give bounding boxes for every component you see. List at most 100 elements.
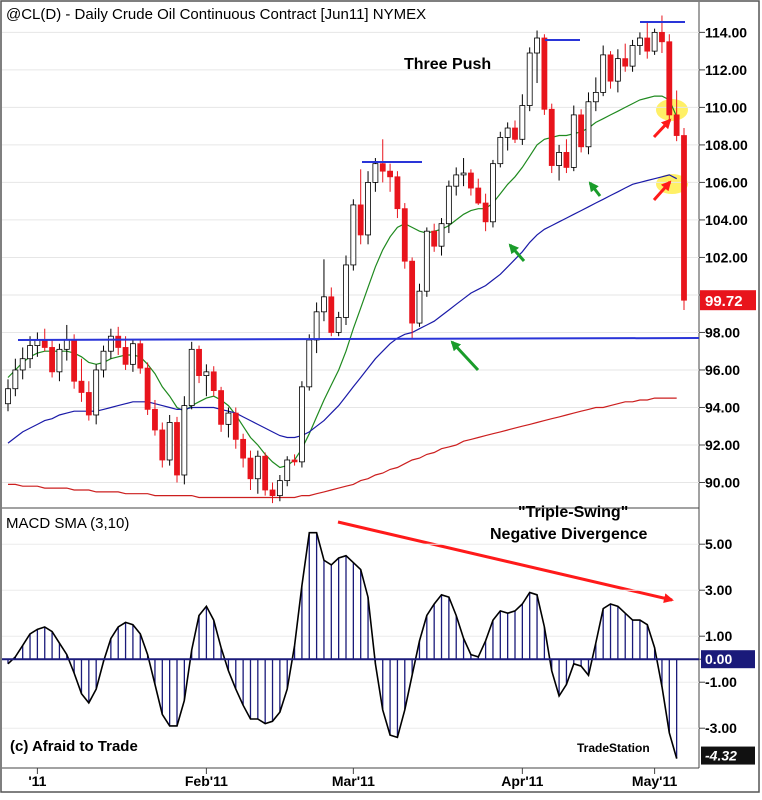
- candle-body: [401, 208, 408, 262]
- candle-body: [321, 296, 327, 313]
- candle: [585, 92, 592, 155]
- candle: [159, 422, 166, 468]
- candle: [85, 381, 92, 421]
- candle-body: [122, 347, 129, 365]
- candle-body: [468, 172, 474, 189]
- candle: [673, 90, 680, 142]
- candle: [350, 199, 357, 271]
- candle-body: [174, 422, 180, 476]
- candle: [372, 158, 379, 192]
- candle-body: [445, 185, 452, 225]
- candle-body: [651, 31, 658, 52]
- macd-tick-label: 3.00: [705, 582, 732, 598]
- candle: [203, 364, 210, 397]
- candle: [541, 34, 548, 115]
- support-line: [17, 337, 700, 341]
- time-tick-label: May'11: [632, 773, 678, 789]
- candle-body: [269, 489, 276, 497]
- candle: [56, 343, 63, 382]
- macd-tick-label: -1.00: [705, 674, 737, 690]
- candle: [276, 474, 283, 502]
- candle-body: [614, 58, 621, 82]
- candle-body: [196, 348, 202, 376]
- candle-body: [335, 317, 342, 333]
- price-tick-label: 98.00: [705, 324, 740, 340]
- candle-body: [394, 176, 401, 210]
- candle: [644, 23, 651, 59]
- candle-body: [578, 114, 585, 148]
- candle: [453, 167, 460, 196]
- candle: [328, 287, 335, 337]
- candle-body: [387, 170, 393, 178]
- candle: [27, 336, 33, 369]
- candle-body: [343, 264, 349, 318]
- candle-body: [681, 135, 687, 301]
- candle: [490, 159, 496, 228]
- candle-body: [490, 163, 496, 223]
- candle-body: [563, 152, 570, 168]
- candle-body: [438, 223, 445, 247]
- candle-body: [291, 459, 298, 463]
- candle: [445, 180, 452, 234]
- candle-body: [306, 339, 313, 388]
- candle-body: [497, 137, 504, 165]
- candle: [100, 345, 107, 378]
- candle-body: [556, 152, 562, 166]
- candle: [12, 358, 19, 397]
- divergence-arrow: [337, 520, 674, 604]
- price-tick-label: 110.00: [705, 99, 747, 115]
- price-tick-label: 104.00: [705, 212, 748, 228]
- green-arrow: [588, 181, 602, 197]
- candle: [299, 381, 305, 468]
- candle: [534, 30, 540, 84]
- candle-body: [585, 101, 592, 148]
- green-arrow: [508, 243, 526, 262]
- candle: [497, 131, 504, 168]
- candle-body: [570, 114, 577, 168]
- candle: [218, 386, 224, 432]
- red-arrow: [652, 118, 672, 139]
- candle-body: [629, 45, 636, 67]
- candle: [460, 158, 467, 187]
- candle-body: [240, 438, 247, 459]
- annotation-arrows: [337, 118, 674, 604]
- candle: [71, 334, 78, 389]
- time-tick-label: Mar'11: [332, 773, 375, 789]
- macd-line: [7, 531, 678, 759]
- candle-body: [534, 37, 540, 54]
- candle-body: [431, 230, 438, 247]
- candle-body: [19, 358, 26, 371]
- candle-body: [526, 52, 533, 106]
- candle: [416, 283, 423, 327]
- negative-divergence-label: Negative Divergence: [490, 526, 648, 543]
- candle: [93, 364, 100, 425]
- candle: [321, 259, 327, 322]
- candle: [548, 103, 555, 174]
- candle-body: [607, 54, 614, 82]
- candle: [247, 450, 254, 490]
- candle-body: [284, 459, 291, 482]
- candle: [431, 223, 438, 252]
- candle: [181, 396, 188, 485]
- price-tick-label: 96.00: [705, 362, 740, 378]
- macd-gridlines: [2, 543, 699, 729]
- candle: [578, 109, 585, 153]
- candle: [637, 32, 643, 55]
- three-push-label: Three Push: [404, 56, 491, 73]
- candle: [365, 171, 371, 245]
- candle-body: [100, 350, 107, 371]
- candle-body: [622, 58, 629, 67]
- candle: [357, 169, 364, 245]
- green-arrow: [450, 340, 480, 372]
- copyright-label: (c) Afraid to Trade: [10, 738, 138, 755]
- candle: [556, 144, 562, 181]
- candle: [570, 105, 577, 172]
- candle: [607, 51, 614, 89]
- candle-body: [541, 37, 548, 110]
- candle-body: [247, 457, 254, 480]
- macd-tick-label: 1.00: [705, 628, 732, 644]
- candle-body: [460, 172, 467, 176]
- last-price-box: [700, 290, 756, 311]
- candle-body: [423, 230, 430, 292]
- candle-body: [27, 345, 33, 360]
